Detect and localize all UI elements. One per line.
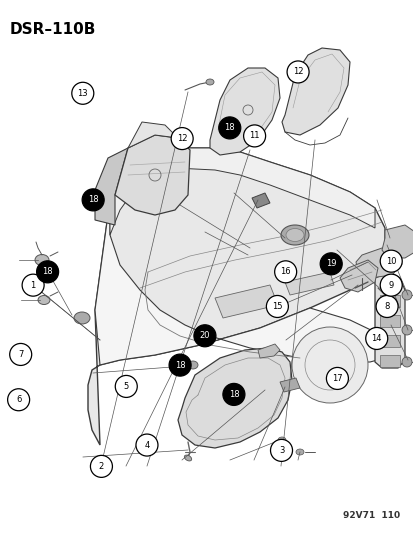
Polygon shape (284, 272, 333, 295)
Ellipse shape (285, 229, 303, 241)
Text: 8: 8 (384, 302, 389, 311)
Text: 9: 9 (388, 281, 393, 289)
Circle shape (82, 189, 104, 211)
Ellipse shape (295, 449, 303, 455)
Polygon shape (381, 225, 413, 258)
Text: 6: 6 (16, 395, 21, 404)
Polygon shape (214, 285, 277, 318)
Polygon shape (115, 135, 190, 215)
Circle shape (270, 439, 292, 462)
Polygon shape (379, 335, 399, 347)
Polygon shape (178, 348, 291, 448)
Circle shape (22, 274, 44, 296)
Circle shape (401, 325, 411, 335)
Text: 18: 18 (224, 124, 235, 132)
Circle shape (286, 61, 309, 83)
Text: 5: 5 (123, 382, 128, 391)
Circle shape (9, 343, 32, 366)
Circle shape (243, 125, 265, 147)
Text: 92V71  110: 92V71 110 (342, 511, 399, 520)
Circle shape (90, 455, 112, 478)
Polygon shape (252, 193, 269, 208)
Polygon shape (374, 272, 404, 368)
Circle shape (171, 127, 193, 150)
Circle shape (222, 383, 244, 406)
Text: 13: 13 (77, 89, 88, 98)
Polygon shape (379, 295, 399, 307)
Text: 12: 12 (292, 68, 303, 76)
Ellipse shape (188, 361, 197, 369)
Circle shape (218, 117, 240, 139)
Circle shape (169, 354, 191, 376)
Text: 12: 12 (176, 134, 187, 143)
Text: 15: 15 (271, 302, 282, 311)
Circle shape (379, 250, 401, 272)
Circle shape (115, 375, 137, 398)
Ellipse shape (206, 79, 214, 85)
Circle shape (401, 290, 411, 300)
Text: 18: 18 (88, 196, 98, 204)
Circle shape (375, 295, 397, 318)
Polygon shape (110, 148, 374, 235)
Ellipse shape (74, 312, 90, 324)
Text: 14: 14 (370, 334, 381, 343)
Circle shape (71, 82, 94, 104)
Polygon shape (95, 148, 128, 225)
Ellipse shape (38, 295, 50, 304)
Text: 11: 11 (249, 132, 259, 140)
Circle shape (7, 389, 30, 411)
Text: 7: 7 (18, 350, 23, 359)
Ellipse shape (277, 437, 285, 443)
Text: 2: 2 (99, 462, 104, 471)
Text: 4: 4 (144, 441, 149, 449)
Polygon shape (257, 344, 279, 358)
Text: 17: 17 (331, 374, 342, 383)
Circle shape (365, 327, 387, 350)
Circle shape (379, 274, 401, 296)
Polygon shape (379, 355, 399, 367)
Text: 1: 1 (31, 281, 36, 289)
Text: DSR–110B: DSR–110B (10, 22, 96, 37)
Ellipse shape (184, 455, 191, 461)
Polygon shape (88, 148, 384, 445)
Text: 18: 18 (228, 390, 239, 399)
Polygon shape (209, 68, 279, 155)
Polygon shape (128, 122, 178, 148)
Text: 10: 10 (385, 257, 396, 265)
Text: 20: 20 (199, 332, 210, 340)
Polygon shape (281, 48, 349, 135)
Text: 18: 18 (42, 268, 53, 276)
Circle shape (135, 434, 158, 456)
Text: 19: 19 (325, 260, 336, 268)
Ellipse shape (35, 254, 49, 265)
Polygon shape (279, 378, 299, 392)
Polygon shape (355, 248, 401, 278)
Circle shape (291, 327, 367, 403)
Text: 18: 18 (174, 361, 185, 369)
Text: 16: 16 (280, 268, 290, 276)
Circle shape (36, 261, 59, 283)
Polygon shape (379, 315, 399, 327)
Circle shape (274, 261, 296, 283)
Ellipse shape (170, 364, 180, 372)
Circle shape (193, 325, 216, 347)
Circle shape (401, 357, 411, 367)
Text: 3: 3 (278, 446, 283, 455)
Polygon shape (339, 260, 377, 292)
Ellipse shape (280, 225, 308, 245)
Circle shape (319, 253, 342, 275)
Polygon shape (95, 200, 389, 365)
Circle shape (266, 295, 288, 318)
Circle shape (325, 367, 348, 390)
